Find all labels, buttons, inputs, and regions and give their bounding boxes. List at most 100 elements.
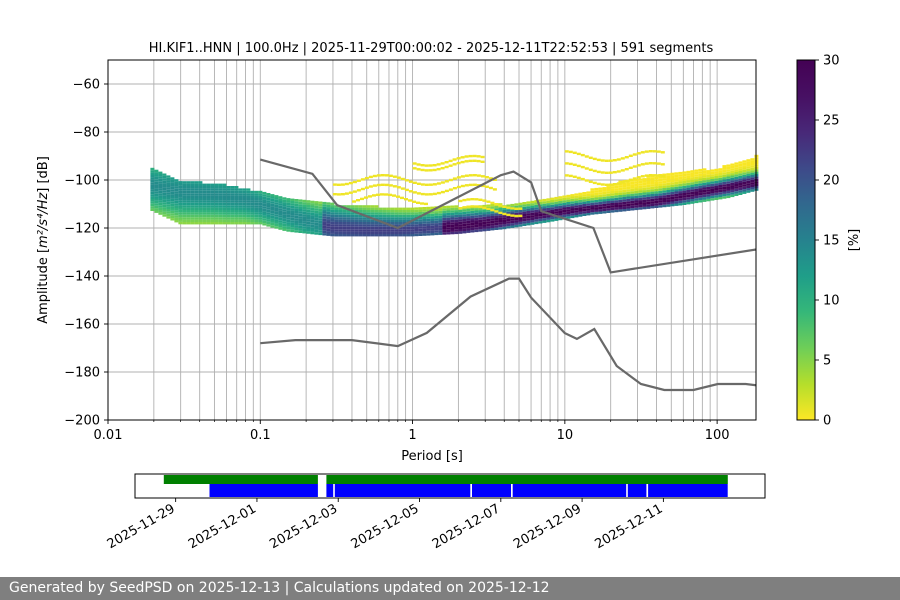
heatmap-cell [246,222,251,225]
heatmap-cell [286,212,291,215]
heatmap-cell [698,195,703,198]
heatmap-cell [690,182,695,185]
heatmap-cell [534,207,539,210]
heatmap-cell [642,180,647,183]
heatmap-cell [286,207,291,211]
heatmap-cell [286,214,291,218]
heatmap-cell [384,193,388,196]
heatmap-cell [582,213,587,216]
chart-title: HI.KIF1..HNN | 100.0Hz | 2025-11-29T00:0… [149,41,714,56]
heatmap-cell [662,192,667,196]
heatmap-cell [694,191,699,194]
heatmap-cell [226,188,231,191]
heatmap-cell [600,159,605,162]
heatmap-cell [608,171,613,174]
heatmap-cell [190,181,195,184]
heatmap-cell [706,186,711,190]
heatmap-cell [358,217,363,220]
heatmap-cell [390,231,395,234]
heatmap-cell [514,224,519,228]
heatmap-cell [654,179,659,182]
heatmap-cell [362,212,367,215]
heatmap-cell [666,175,671,178]
heatmap-cell [214,183,219,186]
heatmap-cell [542,218,547,221]
heatmap-cell [554,211,559,214]
heatmap-cell [674,177,679,180]
heatmap-cell [450,229,455,232]
heatmap-cell [432,164,437,167]
heatmap-cell [378,234,383,237]
heatmap-cell [366,205,371,208]
heatmap-cell [682,185,687,189]
heatmap-cell [378,222,383,225]
heatmap-cell [170,194,175,197]
heatmap-cell [746,176,751,179]
heatmap-cell [550,212,555,215]
y-axis-label-unit: m²/s⁴/Hz [36,192,51,248]
heatmap-cell [526,213,531,216]
heatmap-cell [410,207,415,210]
heatmap-cell [626,203,631,207]
heatmap-cell [170,189,175,192]
heatmap-cell [440,181,445,184]
heatmap-cell [332,183,337,186]
heatmap-cell [174,179,179,182]
heatmap-cell [666,187,671,190]
heatmap-cell [342,205,347,208]
heatmap-cell [674,203,679,206]
heatmap-cell [586,191,591,194]
heatmap-cell [322,225,327,229]
heatmap-cell [270,215,275,219]
heatmap-cell [214,207,219,210]
heatmap-cell [610,193,615,196]
heatmap-cell [334,214,339,218]
colorbar-gradient [796,59,816,421]
heatmap-cell [406,224,411,227]
heatmap-cell [246,210,251,213]
heatmap-cell [702,177,707,181]
heatmap-cell [234,195,239,198]
y-tick-label: −80 [73,126,100,141]
heatmap-cell [182,214,187,218]
heatmap-cell [452,177,457,180]
timeline-segment [326,484,334,497]
heatmap-cell [326,207,331,210]
heatmap-cell [322,206,327,210]
heatmap-cell [530,220,535,223]
heatmap-cell [302,221,307,224]
heatmap-cell [518,217,523,220]
heatmap-cell [578,202,583,205]
heatmap-cell [150,172,155,175]
heatmap-cell [310,224,315,228]
heatmap-cell [354,222,359,225]
heatmap-cell [370,231,375,234]
heatmap-cell [412,191,417,194]
heatmap-cell [738,168,743,171]
heatmap-cell [614,195,619,198]
timeline-tick-label: 2025-12-03 [267,501,340,552]
heatmap-cell [602,196,607,200]
heatmap-cell [278,196,283,199]
heatmap-cell [198,200,203,203]
heatmap-cell [238,222,243,225]
heatmap-cell [396,186,401,189]
heatmap-cell [678,181,683,184]
heatmap-cell [462,206,467,209]
heatmap-cell [598,194,603,198]
heatmap-cell [480,155,485,159]
heatmap-cell [178,195,183,198]
heatmap-cell [166,204,171,207]
heatmap-cell [718,182,723,185]
heatmap-cell [682,202,687,205]
heatmap-cell [178,219,183,222]
heatmap-cell [534,202,539,205]
heatmap-cell [382,214,387,218]
heatmap-cell [570,206,575,209]
heatmap-cell [486,207,491,211]
heatmap-cell [686,180,691,183]
heatmap-cell [488,186,493,190]
heatmap-cell [330,221,335,225]
heatmap-cell [374,205,379,208]
heatmap-cell [162,175,167,179]
